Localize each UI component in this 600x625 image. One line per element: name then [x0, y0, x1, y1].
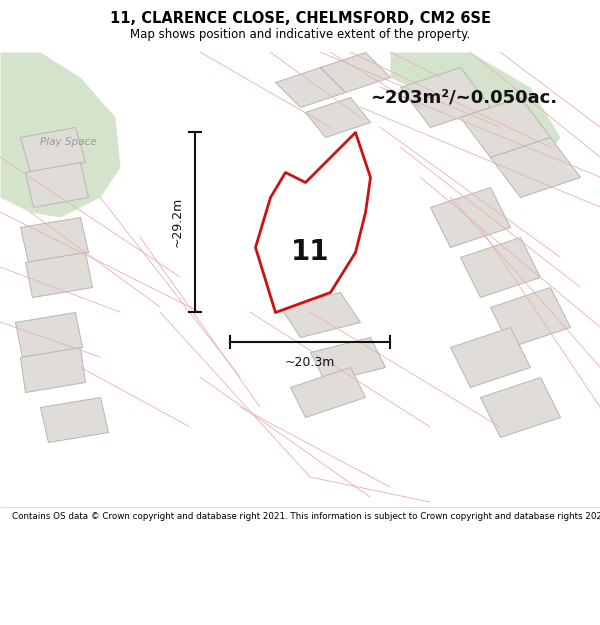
Text: Contains OS data © Crown copyright and database right 2021. This information is : Contains OS data © Crown copyright and d… [12, 512, 600, 521]
Text: 11: 11 [291, 238, 329, 266]
Text: ~20.3m: ~20.3m [285, 356, 335, 369]
Text: Map shows position and indicative extent of the property.: Map shows position and indicative extent… [130, 28, 470, 41]
Text: Play Space: Play Space [40, 137, 97, 147]
Text: ~203m²/~0.050ac.: ~203m²/~0.050ac. [370, 88, 557, 106]
Text: ~29.2m: ~29.2m [170, 197, 184, 247]
Text: 11, CLARENCE CLOSE, CHELMSFORD, CM2 6SE: 11, CLARENCE CLOSE, CHELMSFORD, CM2 6SE [110, 11, 491, 26]
